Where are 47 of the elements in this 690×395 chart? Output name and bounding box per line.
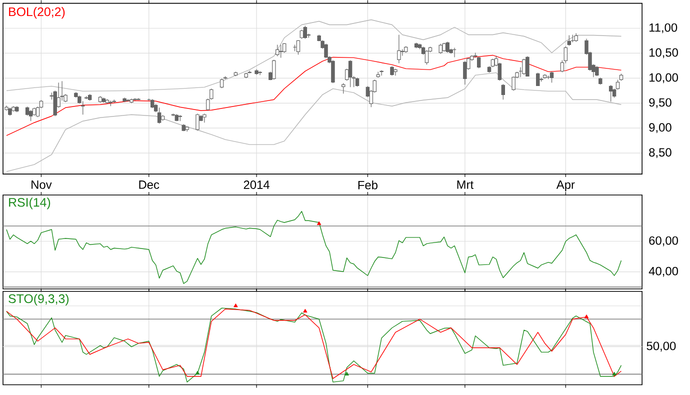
y-tick-label: 40,00 xyxy=(648,267,678,277)
series-label: STO(9,3,3) xyxy=(8,294,69,306)
line-series xyxy=(6,55,622,136)
candlestick xyxy=(8,108,12,116)
y-tick-label: 8,50 xyxy=(649,148,672,158)
text: BOL(20;2) xyxy=(9,7,65,19)
text: 50,00 xyxy=(646,342,676,352)
candlestick xyxy=(463,61,467,86)
point xyxy=(234,304,238,308)
x-tick-label: Feb xyxy=(358,180,378,190)
point xyxy=(195,371,200,375)
point xyxy=(584,314,589,318)
candlestick xyxy=(130,98,134,104)
candlestick xyxy=(258,72,262,76)
y-tick-label: 10,00 xyxy=(649,73,678,84)
y-tick-label: 10,50 xyxy=(649,48,678,58)
candlestick xyxy=(4,106,8,112)
line-series xyxy=(6,20,622,92)
candlestick xyxy=(254,69,258,76)
candlestick xyxy=(196,114,200,132)
candlestick xyxy=(348,60,352,88)
x-tick-label: 2014 xyxy=(244,180,270,190)
point xyxy=(303,309,308,313)
series-label: RSI(14) xyxy=(9,198,50,210)
candlestick xyxy=(608,85,613,102)
candlestick xyxy=(595,66,599,77)
x-tick-label: Nov xyxy=(32,180,52,190)
candlestick xyxy=(394,68,398,76)
y-tick-label: 60,00 xyxy=(649,236,678,246)
candlestick xyxy=(397,34,401,64)
candlestick xyxy=(522,58,526,76)
y-tick-label: 9,00 xyxy=(649,123,672,134)
x-tick-label: Apr xyxy=(556,180,575,192)
point xyxy=(612,372,616,376)
candlestick xyxy=(400,49,404,56)
line-series xyxy=(6,72,622,172)
candlestick xyxy=(324,44,328,59)
y-tick-label: 11,00 xyxy=(649,24,678,34)
point xyxy=(344,372,349,376)
candlestick xyxy=(202,114,206,124)
x-tick-label: Mrt xyxy=(457,180,474,190)
x-tick-label: Dec xyxy=(139,180,160,190)
y-tick-label: 9,50 xyxy=(649,98,672,108)
candlestick xyxy=(12,106,16,112)
candlestick xyxy=(331,60,335,84)
candlestick xyxy=(390,66,394,76)
candlestick xyxy=(122,98,126,103)
